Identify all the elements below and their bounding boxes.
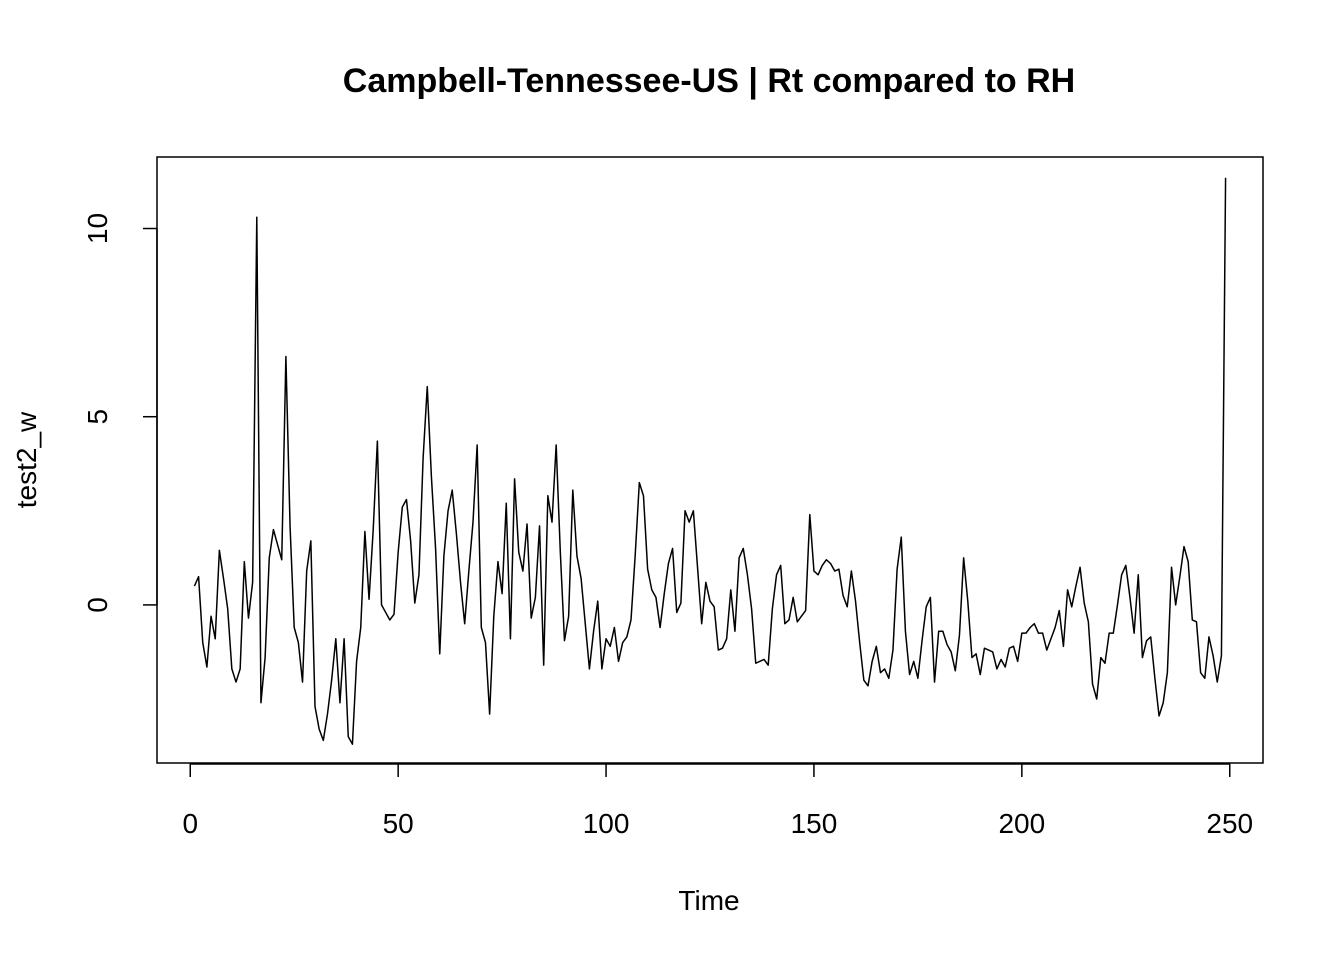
y-axis: 0 5 10 <box>82 213 158 613</box>
chart-title: Campbell-Tennessee-US | Rt compared to R… <box>343 62 1075 100</box>
x-tick-label: 250 <box>1206 808 1253 839</box>
x-tick-label: 0 <box>182 808 198 839</box>
x-tick-label: 50 <box>383 808 414 839</box>
x-tick-label: 100 <box>583 808 630 839</box>
x-tick-label: 150 <box>791 808 838 839</box>
x-axis: 0 50 100 150 200 250 <box>182 763 1253 839</box>
x-axis-label: Time <box>678 885 739 916</box>
x-tick-label: 200 <box>998 808 1045 839</box>
y-axis-label: test2_w <box>11 411 42 508</box>
y-tick-label: 0 <box>82 597 113 613</box>
y-tick-label: 10 <box>82 213 113 244</box>
plot-frame <box>156 156 1264 764</box>
y-tick-label: 5 <box>82 409 113 425</box>
series-line <box>193 177 1227 745</box>
